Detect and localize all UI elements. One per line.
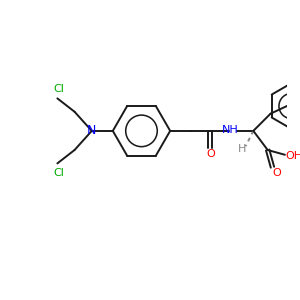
Text: N: N	[87, 124, 97, 137]
Text: OH: OH	[285, 151, 300, 161]
Text: H: H	[238, 144, 246, 154]
Text: O: O	[272, 168, 281, 178]
Text: O: O	[206, 149, 215, 159]
Text: Cl: Cl	[54, 168, 65, 178]
Text: Cl: Cl	[54, 84, 65, 94]
Text: NH: NH	[222, 125, 239, 135]
